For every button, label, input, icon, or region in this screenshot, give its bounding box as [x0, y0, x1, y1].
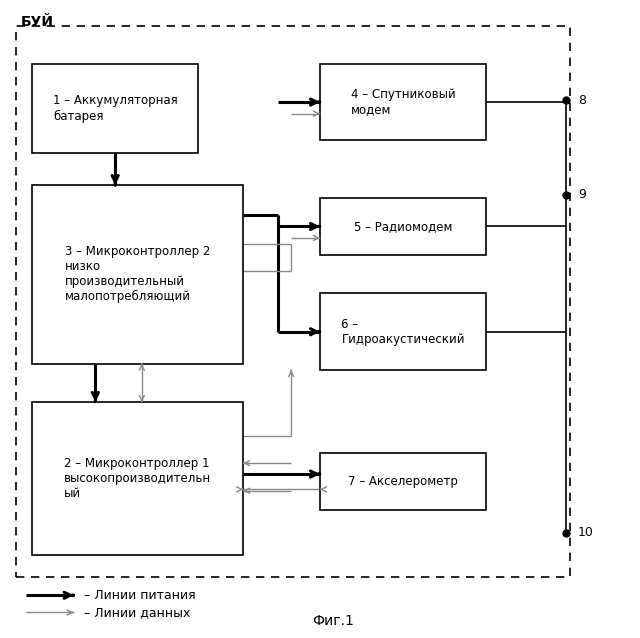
Text: 3 – Микроконтроллер 2
низко
производительный
малопотребляющий: 3 – Микроконтроллер 2 низко производител… [65, 245, 211, 304]
Bar [320, 198, 486, 255]
Bar [32, 402, 243, 555]
Text: 6 –
Гидроакустический: 6 – Гидроакустический [342, 318, 465, 346]
Text: БУЙ: БУЙ [20, 15, 54, 29]
Bar [320, 64, 486, 140]
Bar [16, 26, 570, 577]
Text: Фиг.1: Фиг.1 [312, 614, 354, 628]
Bar [32, 64, 198, 153]
Bar [32, 185, 243, 364]
Text: 8: 8 [578, 94, 586, 107]
Bar [320, 293, 486, 370]
Text: 4 – Спутниковый
модем: 4 – Спутниковый модем [351, 88, 456, 116]
Text: 5 – Радиомодем: 5 – Радиомодем [354, 220, 452, 233]
Text: 9: 9 [578, 188, 586, 201]
Text: 1 – Аккумуляторная
батарея: 1 – Аккумуляторная батарея [53, 94, 177, 122]
Bar [320, 453, 486, 510]
Text: – Линии данных: – Линии данных [80, 606, 190, 619]
Text: 7 – Акселерометр: 7 – Акселерометр [348, 475, 458, 488]
Text: 2 – Микроконтроллер 1
высокопроизводительн
ый: 2 – Микроконтроллер 1 высокопроизводител… [64, 457, 211, 500]
Text: – Линии питания: – Линии питания [80, 589, 196, 602]
Text: 10: 10 [578, 526, 594, 539]
